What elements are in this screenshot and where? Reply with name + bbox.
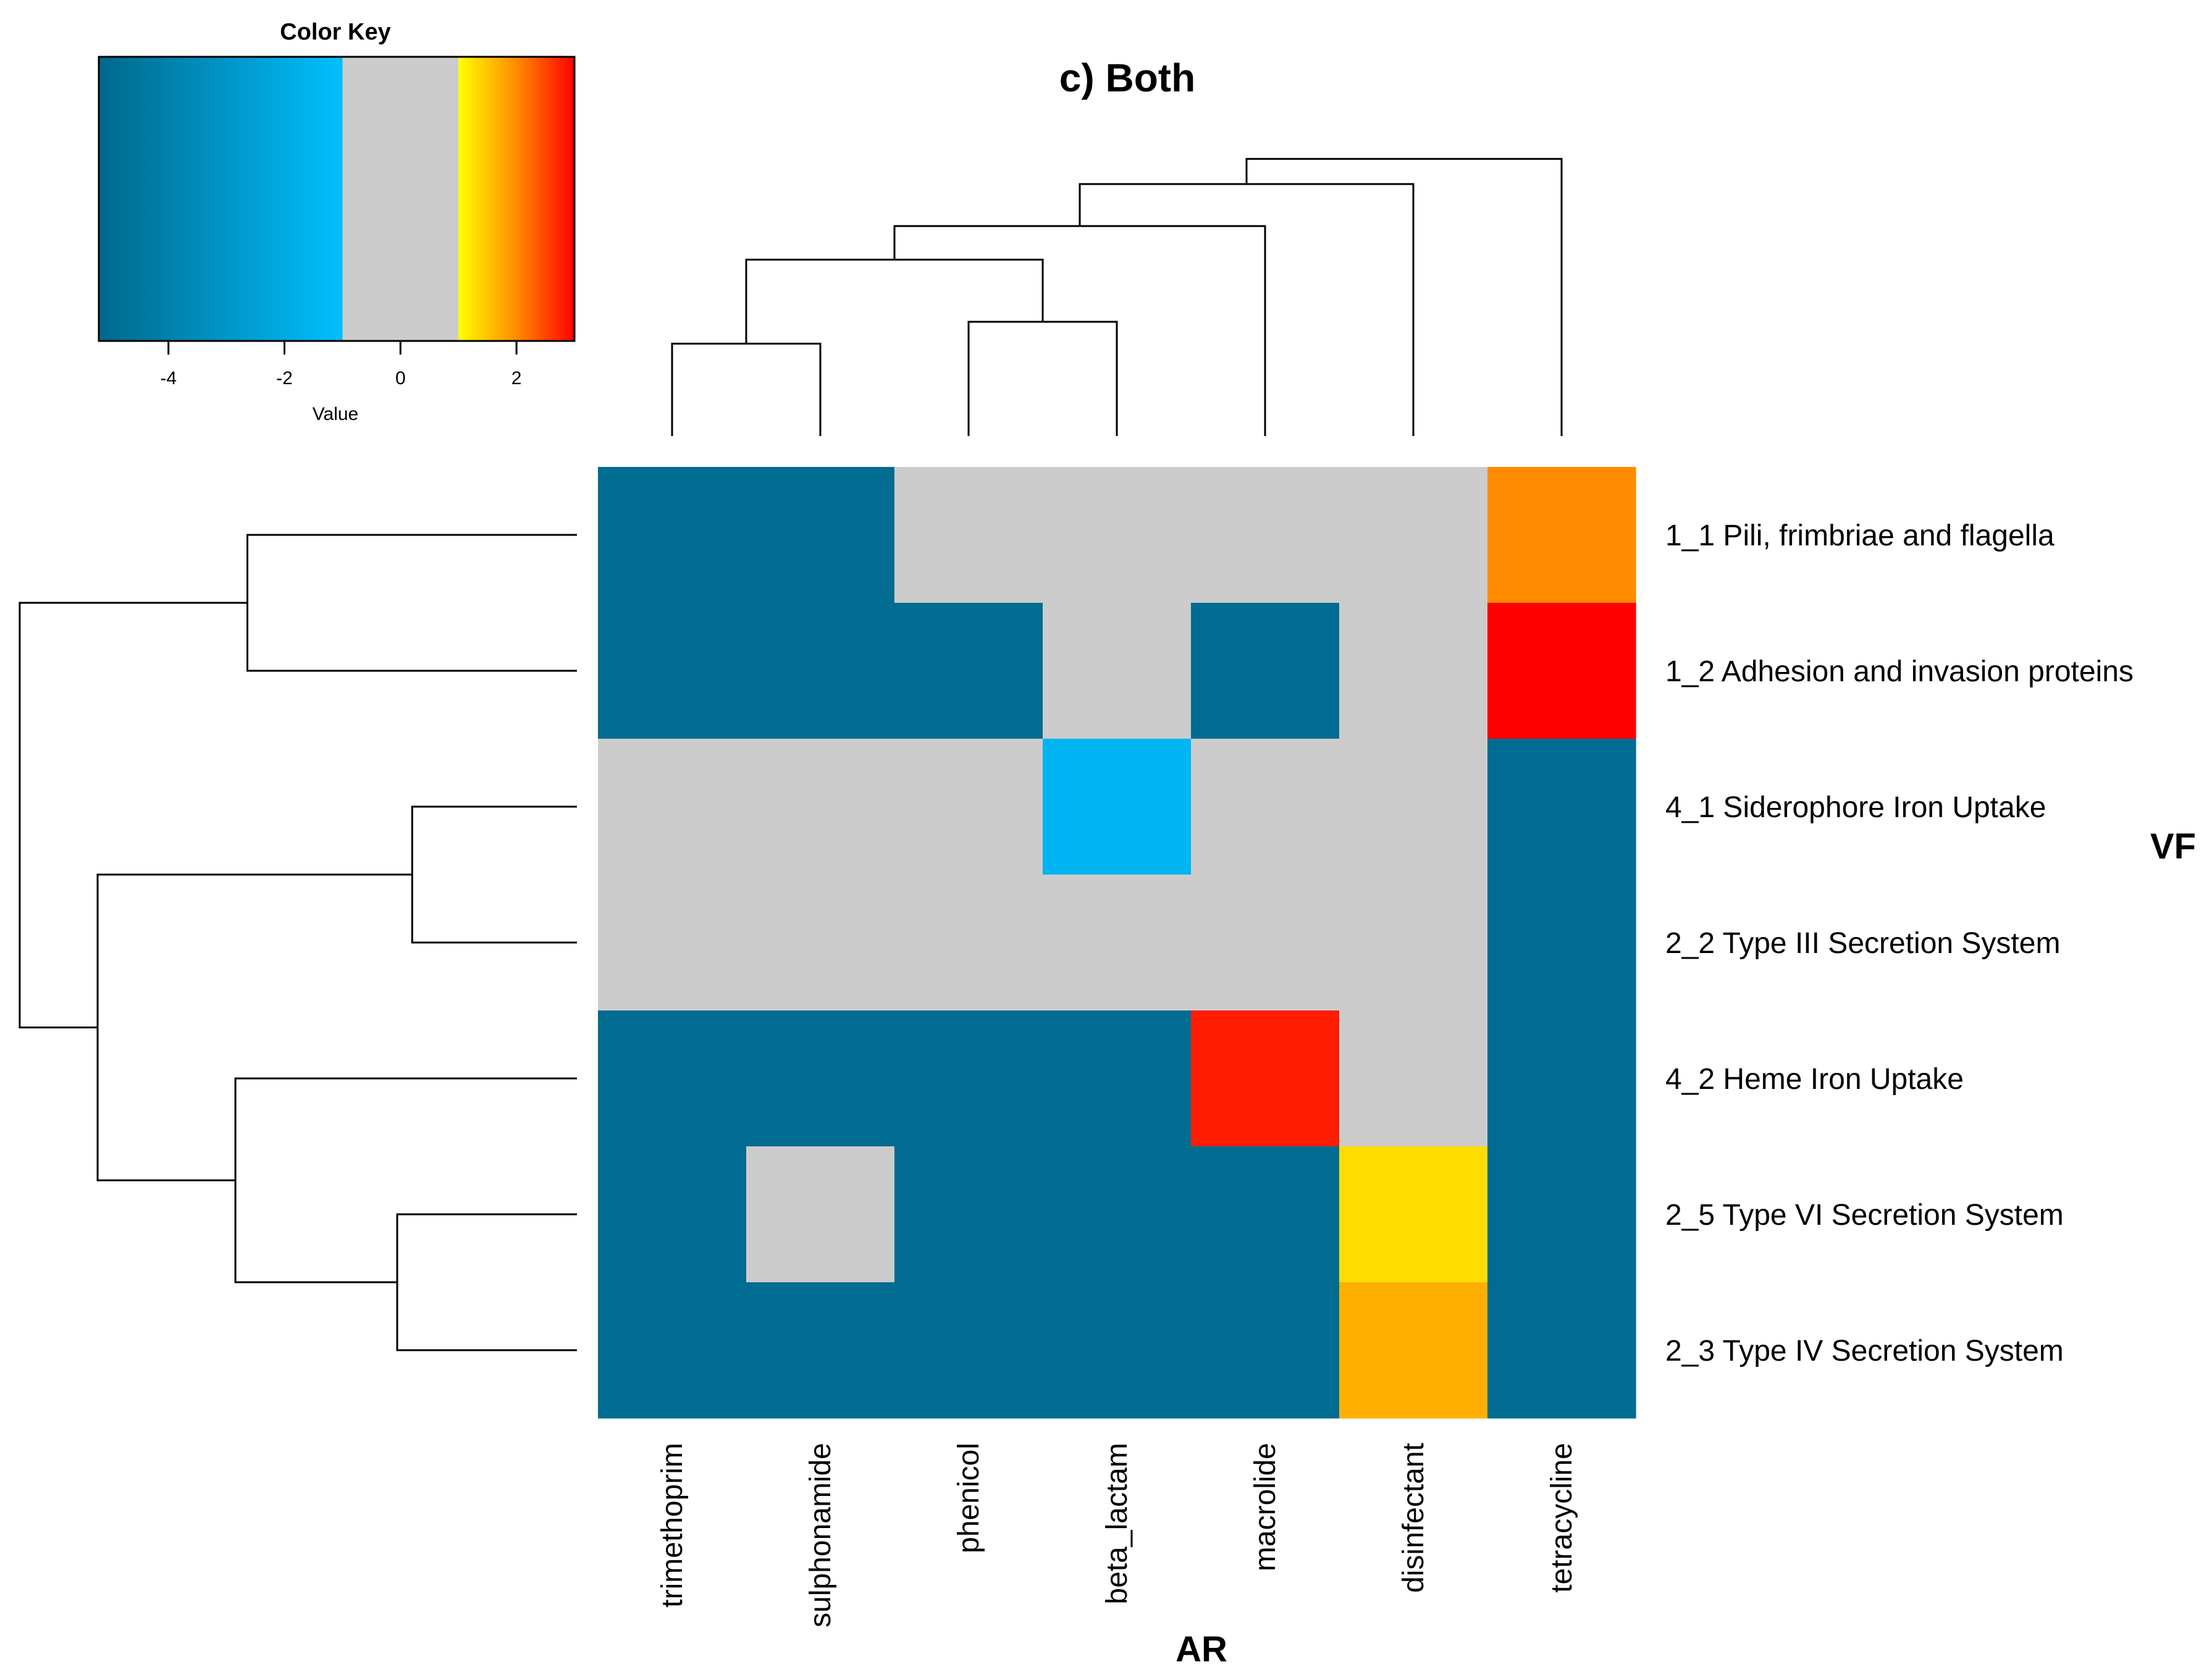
- heatmap-cell: [894, 1282, 1043, 1419]
- row-label: 1_1 Pili, frimbriae and flagella: [1665, 519, 2055, 552]
- column-label: disinfectant: [1397, 1443, 1430, 1593]
- heatmap-cell: [1043, 1010, 1192, 1147]
- heatmap-cell: [746, 603, 895, 739]
- color-key-gradient: [98, 56, 576, 342]
- column-dendrogram-branch: [1079, 183, 1415, 436]
- heatmap-cell: [1487, 603, 1636, 739]
- heatmap-cell: [1191, 603, 1340, 739]
- column-label: beta_lactam: [1101, 1443, 1134, 1605]
- heatmap-cell: [1339, 603, 1488, 739]
- heatmap-cell: [1043, 603, 1192, 739]
- heatmap-cell: [598, 467, 747, 603]
- heatmap-cell: [1487, 739, 1636, 875]
- color-key-tick-label: 0: [395, 368, 406, 388]
- heatmap-cell: [746, 1146, 895, 1283]
- heatmap-cell: [746, 1010, 895, 1147]
- heatmap-cell: [1191, 1282, 1340, 1419]
- heatmap-cell: [894, 875, 1043, 1011]
- heatmap-cell: [894, 1010, 1043, 1147]
- row-dendrogram: [19, 534, 577, 1351]
- column-label: macrolide: [1249, 1443, 1282, 1571]
- color-key-xlabel: Value: [313, 404, 359, 424]
- row-label: 1_2 Adhesion and invasion proteins: [1665, 655, 2134, 688]
- row-label: 2_3 Type IV Secretion System: [1665, 1335, 2064, 1367]
- heatmap-cell: [1339, 467, 1488, 603]
- row-dendrogram-branch: [246, 534, 577, 672]
- column-dendrogram-branch: [1245, 158, 1563, 436]
- heatmap-cell: [894, 603, 1043, 739]
- column-label: sulphonamide: [804, 1443, 837, 1628]
- heatmap-cell: [894, 739, 1043, 875]
- row-label: 4_2 Heme Iron Uptake: [1665, 1063, 1964, 1096]
- heatmap-cell: [1191, 1146, 1340, 1283]
- heatmap-cell: [598, 1010, 747, 1147]
- row-dendrogram-branch: [396, 1213, 577, 1351]
- heatmap-cell: [1487, 875, 1636, 1011]
- heatmap-cell: [1191, 467, 1340, 603]
- heatmap-cell: [1339, 1146, 1488, 1283]
- color-key-tick-label: -4: [160, 368, 177, 388]
- heatmap-cell: [746, 467, 895, 603]
- heatmap-cell: [1487, 1010, 1636, 1147]
- heatmap-cell: [1339, 1282, 1488, 1419]
- heatmap-cell: [1487, 1282, 1636, 1419]
- heatmap-cell: [1339, 1010, 1488, 1147]
- column-labels: trimethoprim sulphonamide phenicol beta_lac…: [656, 1443, 1578, 1628]
- y-axis-label: VF: [2150, 826, 2196, 867]
- heatmap-cell: [1191, 875, 1340, 1011]
- heatmap-cell: [1191, 739, 1340, 875]
- heatmap-cell: [1487, 1146, 1636, 1283]
- x-axis-label: AR: [1176, 1629, 1227, 1670]
- row-labels: 1_1 Pili, frimbriae and flagella 1_2 Adhe…: [1665, 519, 2134, 1367]
- column-dendrogram: [671, 158, 1563, 436]
- heatmap-cell: [1043, 1146, 1192, 1283]
- color-key: Color Key -4 -2 0 2 Value: [98, 19, 576, 424]
- row-label: 4_1 Siderophore Iron Uptake: [1665, 791, 2046, 824]
- column-dendrogram-branch: [671, 342, 822, 436]
- heatmap-cell: [598, 1282, 747, 1419]
- row-dendrogram-branch: [411, 805, 577, 944]
- column-label: phenicol: [953, 1443, 985, 1553]
- chart-title: c) Both: [1059, 56, 1195, 100]
- column-label: trimethoprim: [656, 1443, 689, 1608]
- row-dendrogram-branch: [19, 602, 248, 1028]
- row-label: 2_5 Type VI Secretion System: [1665, 1199, 2064, 1232]
- heatmap-cell: [598, 875, 747, 1011]
- heatmap-cell: [1339, 739, 1488, 875]
- heatmap-cell: [1043, 739, 1192, 875]
- heatmap-cell: [894, 467, 1043, 603]
- heatmap-cell: [746, 1282, 895, 1419]
- row-label: 2_2 Type III Secretion System: [1665, 927, 2060, 960]
- color-key-tick-label: -2: [276, 368, 293, 388]
- column-dendrogram-branch: [893, 225, 1266, 436]
- heatmap-cell: [1043, 1282, 1192, 1419]
- column-dendrogram-branch: [745, 258, 1044, 344]
- column-dendrogram-branch: [967, 321, 1118, 436]
- heatmap-cell: [598, 739, 747, 875]
- heatmap-cell: [1339, 875, 1488, 1011]
- color-key-title: Color Key: [280, 19, 390, 45]
- heatmap-cell: [1043, 875, 1192, 1011]
- heatmap-cell: [1191, 1010, 1340, 1147]
- row-dendrogram-branch: [96, 873, 413, 1182]
- heatmap-cell: [894, 1146, 1043, 1283]
- heatmap-cell: [1043, 467, 1192, 603]
- row-dendrogram-branch: [234, 1077, 577, 1283]
- heatmap-cell: [746, 739, 895, 875]
- heatmap-cell: [746, 875, 895, 1011]
- heatmap-cell: [598, 1146, 747, 1283]
- heatmap-cell: [1487, 467, 1636, 603]
- heatmap-cell: [598, 603, 747, 739]
- color-key-tick-label: 2: [511, 368, 522, 388]
- column-label: tetracycline: [1546, 1443, 1578, 1593]
- heatmap-cells: [598, 467, 1636, 1419]
